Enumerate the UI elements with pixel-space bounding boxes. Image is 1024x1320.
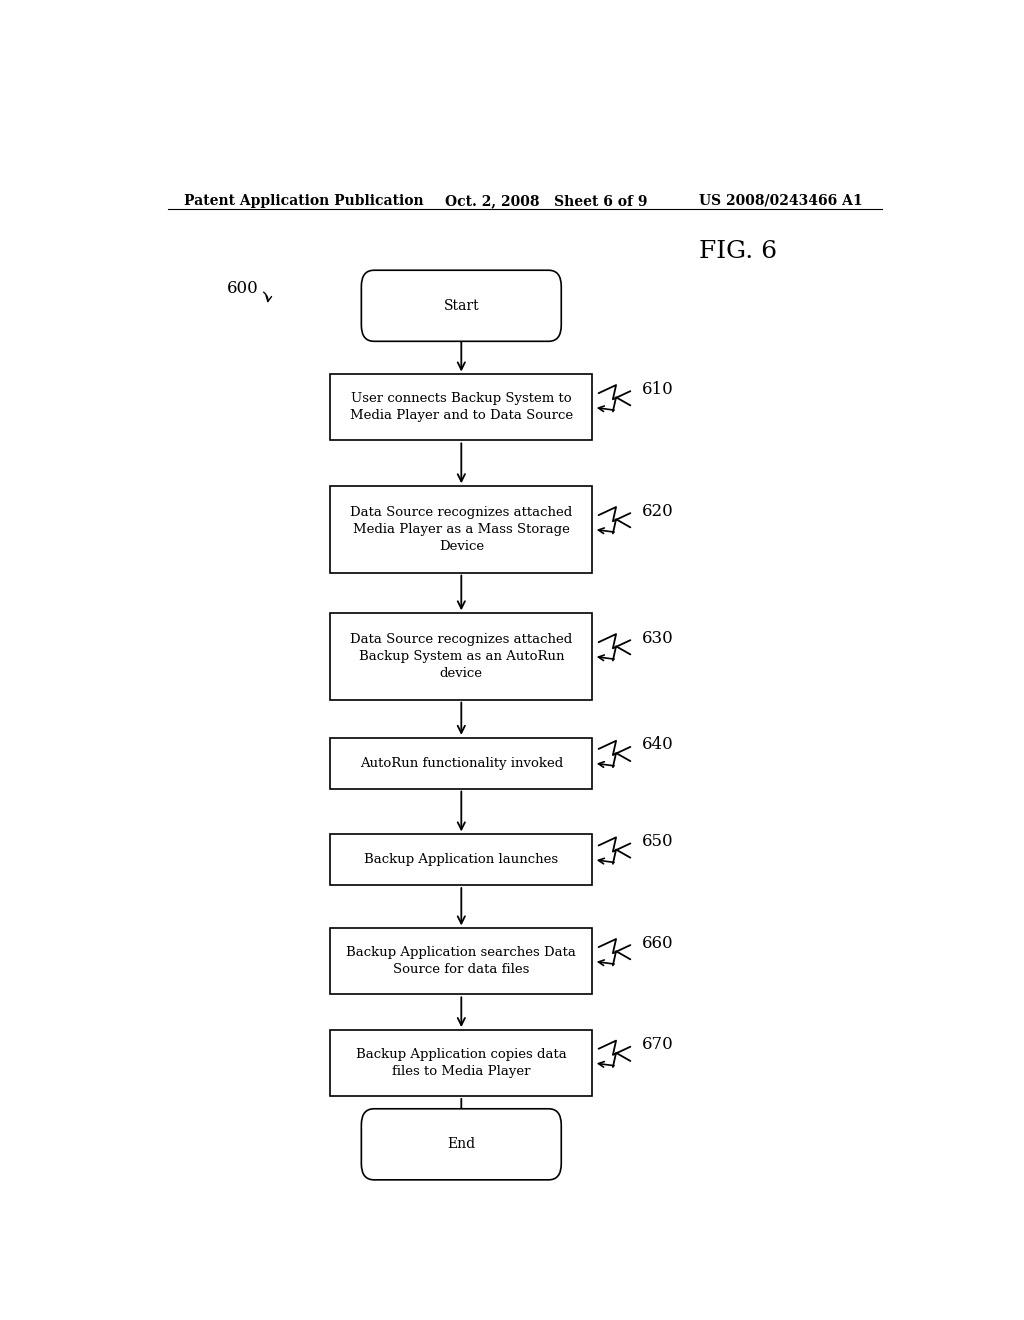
Text: 670: 670: [642, 1036, 674, 1053]
Bar: [331, 928, 592, 994]
Bar: [331, 375, 592, 441]
Text: US 2008/0243466 A1: US 2008/0243466 A1: [699, 194, 863, 209]
Text: 630: 630: [642, 630, 674, 647]
Text: Oct. 2, 2008   Sheet 6 of 9: Oct. 2, 2008 Sheet 6 of 9: [445, 194, 648, 209]
Text: Backup Application launches: Backup Application launches: [365, 853, 558, 866]
Bar: [331, 834, 592, 886]
Bar: [331, 614, 592, 700]
Text: Data Source recognizes attached
Media Player as a Mass Storage
Device: Data Source recognizes attached Media Pl…: [350, 506, 572, 553]
FancyBboxPatch shape: [361, 271, 561, 342]
Text: 660: 660: [642, 935, 674, 952]
FancyBboxPatch shape: [361, 1109, 561, 1180]
Bar: [331, 486, 592, 573]
Bar: [331, 1030, 592, 1096]
Text: Start: Start: [443, 298, 479, 313]
Text: AutoRun functionality invoked: AutoRun functionality invoked: [359, 756, 563, 770]
Text: 600: 600: [227, 280, 259, 297]
Text: Backup Application searches Data
Source for data files: Backup Application searches Data Source …: [346, 946, 577, 977]
Text: 620: 620: [642, 503, 674, 520]
Text: Data Source recognizes attached
Backup System as an AutoRun
device: Data Source recognizes attached Backup S…: [350, 632, 572, 680]
Text: 640: 640: [642, 737, 674, 754]
Text: FIG. 6: FIG. 6: [699, 240, 777, 263]
Text: Backup Application copies data
files to Media Player: Backup Application copies data files to …: [356, 1048, 566, 1078]
Text: End: End: [447, 1138, 475, 1151]
Text: User connects Backup System to
Media Player and to Data Source: User connects Backup System to Media Pla…: [350, 392, 572, 422]
Text: 650: 650: [642, 833, 674, 850]
Text: Patent Application Publication: Patent Application Publication: [183, 194, 423, 209]
Text: 610: 610: [642, 380, 674, 397]
Bar: [331, 738, 592, 788]
